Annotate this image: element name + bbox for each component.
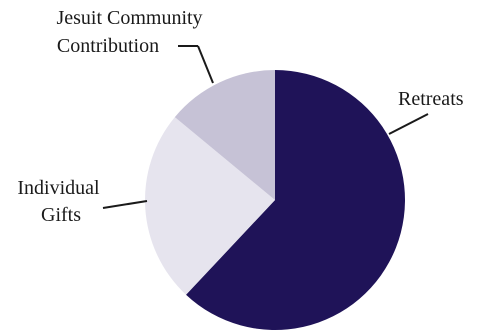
slice-label-individual-gifts: Individual Gifts <box>17 177 104 226</box>
slice-label-retreats: Retreats <box>398 88 464 110</box>
pie-slice-individual-gifts <box>144 117 275 295</box>
slice-label-jesuit-community: Jesuit Community Contribution <box>56 7 207 57</box>
leader-line-jesuit-community-diag <box>197 45 214 84</box>
leader-line-retreats <box>388 113 429 135</box>
pie-slices <box>144 70 405 330</box>
leader-line-individual-gifts <box>102 200 148 209</box>
pie-slice-jesuit-community <box>174 70 275 200</box>
pie-slice-retreats <box>186 70 405 330</box>
